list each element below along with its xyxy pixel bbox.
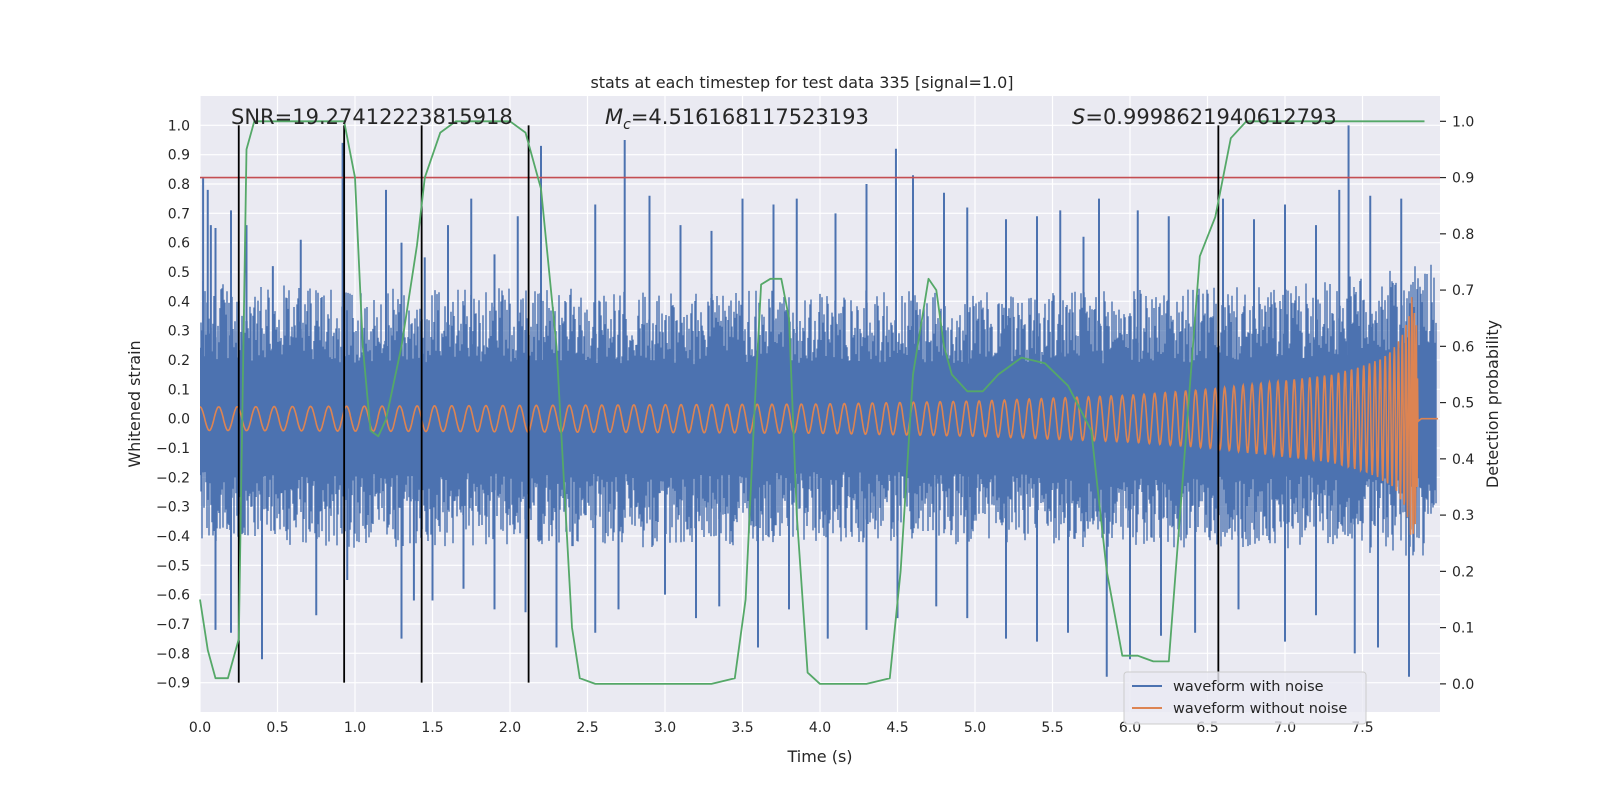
y-tick-label: 1.0 [168, 118, 190, 134]
score-value: =0.9998621940612793 [1085, 105, 1336, 129]
legend: waveform with noise waveform without noi… [1123, 671, 1367, 725]
y-tick-label: −0.4 [156, 529, 190, 545]
y-tick-label: −0.1 [156, 441, 190, 457]
y2-tick-label: 0.1 [1452, 621, 1474, 637]
y2-tick-label: 0.8 [1452, 227, 1474, 243]
chirp-mass-subscript: c [623, 117, 631, 133]
y-tick-label: 0.5 [168, 265, 190, 281]
y-tick-label: 0.6 [168, 236, 190, 252]
x-tick-label: 3.0 [654, 720, 676, 736]
snr-annotation: SNR=19.27412223815918 [231, 105, 513, 129]
y-tick-label: 0.0 [168, 412, 190, 428]
y-tick-label: 0.8 [168, 177, 190, 193]
x-tick-label: 2.5 [576, 720, 598, 736]
y-tick-label: 0.7 [168, 206, 190, 222]
y-tick-label: 0.4 [168, 294, 190, 310]
x-tick-label: 1.0 [344, 720, 366, 736]
x-axis-ticks: 0.0 0.5 1.0 1.5 2.0 2.5 3.0 3.5 4.0 4.5 5.0 5.5 6.0 6… [189, 720, 1374, 736]
y2-tick-label: 0.9 [1452, 171, 1474, 187]
x-tick-label: 4.5 [886, 720, 908, 736]
chirp-mass-value: =4.516168117523193 [631, 105, 869, 129]
y-axis-ticks: −0.9 −0.8 −0.7 −0.6 −0.5 −0.4 −0.3 −0.2 −0.1 0.0 0… [156, 118, 190, 691]
probability-line [199, 120, 1425, 685]
clean-waveform-line [200, 297, 1439, 535]
chart-title: stats at each timestep for test data 335… [590, 73, 1013, 92]
legend-box [1123, 671, 1367, 725]
x-tick-label: 2.0 [499, 720, 521, 736]
y2-tick-label: 1.0 [1452, 114, 1474, 130]
x-tick-label: 4.0 [809, 720, 831, 736]
y2-tick-label: 0.5 [1452, 396, 1474, 412]
y2-tick-label: 0.0 [1452, 677, 1474, 693]
y-tick-label: −0.8 [156, 646, 190, 662]
y2-axis-ticks: 0.0 0.1 0.2 0.3 0.4 0.5 0.6 0.7 0.8 0.9 1.0 [1440, 114, 1474, 693]
vertical-markers [237, 125, 1220, 683]
y-tick-label: −0.3 [156, 500, 190, 516]
x-tick-label: 5.0 [964, 720, 986, 736]
chirp-mass-symbol: M [605, 105, 623, 129]
noise-waveform [200, 125, 1437, 677]
x-tick-label: 5.5 [1041, 720, 1063, 736]
y-tick-label: −0.5 [156, 558, 190, 574]
y-tick-label: 0.2 [168, 353, 190, 369]
y-tick-label: 0.9 [168, 148, 190, 164]
x-tick-label: 3.5 [731, 720, 753, 736]
legend-label-clean: waveform without noise [1173, 701, 1347, 717]
x-tick-label: 0.0 [189, 720, 211, 736]
probability-line-mark [199, 120, 1425, 685]
clean-waveform [200, 297, 1439, 535]
score-annotation: S=0.9998621940612793 [1072, 105, 1337, 129]
y2-tick-label: 0.2 [1452, 564, 1474, 580]
y-tick-label: 0.1 [168, 382, 190, 398]
y2-tick-label: 0.3 [1452, 508, 1474, 524]
y-tick-label: −0.7 [156, 617, 190, 633]
score-symbol: S [1072, 105, 1085, 129]
x-axis-label: Time (s) [786, 747, 852, 766]
y2-tick-label: 0.4 [1452, 452, 1474, 468]
legend-label-noise: waveform with noise [1173, 679, 1324, 695]
y2-axis-label: Detection probability [1483, 320, 1502, 488]
y-tick-label: −0.2 [156, 470, 190, 486]
y2-tick-label: 0.6 [1452, 339, 1474, 355]
x-tick-label: 0.5 [266, 720, 288, 736]
y-tick-label: −0.9 [156, 676, 190, 692]
y-tick-label: −0.6 [156, 588, 190, 604]
chirp-mass-annotation: Mc=4.516168117523193 [605, 105, 869, 133]
y2-tick-label: 0.7 [1452, 283, 1474, 299]
y-tick-label: 0.3 [168, 324, 190, 340]
x-tick-label: 1.5 [421, 720, 443, 736]
y-axis-label: Whitened strain [125, 340, 144, 467]
